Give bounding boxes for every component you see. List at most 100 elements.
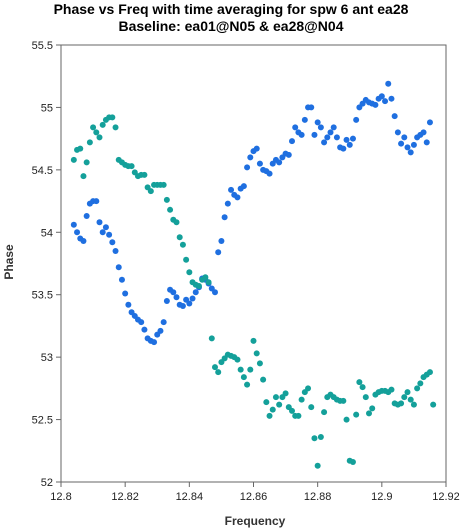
data-point-series-2: [298, 396, 305, 403]
chart-subtitle: Baseline: ea01@N05 & ea28@N04: [119, 18, 344, 34]
data-point-series-2: [276, 401, 283, 408]
y-tick-label: 52.5: [32, 415, 53, 427]
data-point-series-2: [407, 396, 414, 403]
data-point-series-2: [308, 404, 315, 411]
data-point-series-2: [353, 411, 360, 418]
data-point-series-1: [234, 194, 241, 201]
data-point-series-1: [301, 116, 308, 123]
data-point-series-2: [414, 385, 421, 392]
y-tick-label: 53.5: [32, 290, 53, 302]
data-point-series-1: [80, 238, 87, 245]
data-point-series-2: [96, 134, 103, 141]
data-point-series-1: [109, 239, 116, 246]
data-point-series-1: [333, 134, 340, 141]
data-point-series-1: [330, 124, 337, 131]
data-point-series-1: [398, 140, 405, 147]
data-point-series-2: [208, 335, 215, 342]
data-point-series-2: [234, 356, 241, 363]
data-point-series-2: [321, 409, 328, 416]
data-point-series-1: [378, 93, 385, 100]
data-point-series-2: [366, 410, 372, 417]
data-point-series-2: [93, 129, 100, 136]
data-point-series-1: [266, 170, 273, 177]
data-point-series-2: [83, 159, 90, 166]
data-point-series-1: [324, 134, 331, 141]
data-point-series-2: [205, 279, 212, 286]
data-point-series-2: [128, 163, 135, 170]
data-point-series-1: [118, 276, 125, 283]
data-point-series-2: [314, 462, 321, 469]
data-point-series-1: [157, 327, 164, 334]
data-point-series-1: [189, 295, 196, 302]
data-point-series-2: [388, 386, 395, 393]
data-point-series-1: [138, 319, 145, 326]
data-point-series-2: [295, 412, 302, 419]
data-point-series-1: [106, 231, 113, 238]
data-point-series-2: [263, 399, 270, 406]
x-tick-label: 12.8: [50, 491, 71, 503]
data-point-series-1: [163, 297, 170, 304]
data-point-series-2: [212, 364, 218, 371]
data-point-series-1: [102, 224, 109, 231]
data-point-series-1: [289, 138, 295, 145]
data-point-series-2: [163, 196, 170, 203]
data-point-series-1: [391, 113, 398, 120]
data-point-series-1: [327, 129, 334, 136]
data-point-series-1: [221, 214, 228, 221]
data-point-series-1: [349, 135, 356, 142]
data-point-series-2: [86, 139, 93, 146]
x-axis: 12.8 12.82 12.84 12.86 12.88 12.9 12.92: [50, 482, 460, 503]
data-point-series-2: [90, 124, 97, 131]
data-point-series-2: [256, 360, 263, 367]
y-tick-label: 55: [41, 102, 53, 114]
data-points: [70, 80, 437, 469]
data-point-series-1: [420, 129, 427, 136]
data-point-series-2: [247, 366, 254, 373]
chart-title: Phase vs Freq with time averaging for sp…: [54, 1, 409, 17]
data-point-series-2: [343, 416, 350, 423]
x-tick-label: 12.92: [432, 491, 460, 503]
data-point-series-2: [173, 219, 180, 226]
data-point-series-1: [285, 151, 292, 158]
data-point-series-1: [407, 149, 414, 156]
data-point-series-2: [183, 256, 190, 263]
data-point-series-1: [170, 289, 177, 296]
data-point-series-2: [240, 374, 247, 381]
data-point-series-1: [141, 326, 148, 333]
data-point-series-2: [237, 366, 244, 373]
data-point-series-1: [314, 119, 321, 126]
data-point-series-2: [176, 234, 183, 241]
data-point-series-1: [298, 131, 305, 138]
data-point-series-1: [311, 131, 318, 138]
data-point-series-2: [109, 114, 116, 121]
x-tick-label: 12.84: [176, 491, 204, 503]
data-point-series-1: [292, 124, 299, 131]
data-point-series-2: [356, 379, 363, 386]
data-point-series-2: [167, 206, 174, 213]
data-point-series-1: [394, 129, 401, 136]
data-point-series-2: [195, 282, 202, 289]
data-point-series-2: [260, 376, 267, 383]
data-point-series-2: [430, 401, 437, 408]
y-tick-label: 54: [41, 227, 53, 239]
data-point-series-2: [202, 274, 209, 281]
data-point-series-2: [340, 397, 347, 404]
data-point-series-2: [311, 435, 318, 442]
data-point-series-2: [253, 350, 260, 357]
data-point-series-2: [244, 381, 251, 388]
x-tick-label: 12.88: [304, 491, 332, 503]
data-point-series-1: [340, 145, 347, 152]
data-point-series-2: [160, 181, 167, 188]
data-point-series-1: [256, 160, 263, 167]
data-point-series-2: [215, 369, 222, 376]
data-point-series-2: [112, 124, 119, 131]
data-point-series-1: [343, 136, 350, 143]
data-point-series-2: [362, 394, 369, 401]
x-tick-label: 12.86: [240, 491, 268, 503]
data-point-series-1: [423, 139, 430, 146]
y-axis-label: Phase: [2, 244, 16, 280]
data-point-series-2: [305, 385, 312, 392]
data-point-series-1: [308, 104, 315, 111]
data-point-series-2: [266, 412, 273, 419]
